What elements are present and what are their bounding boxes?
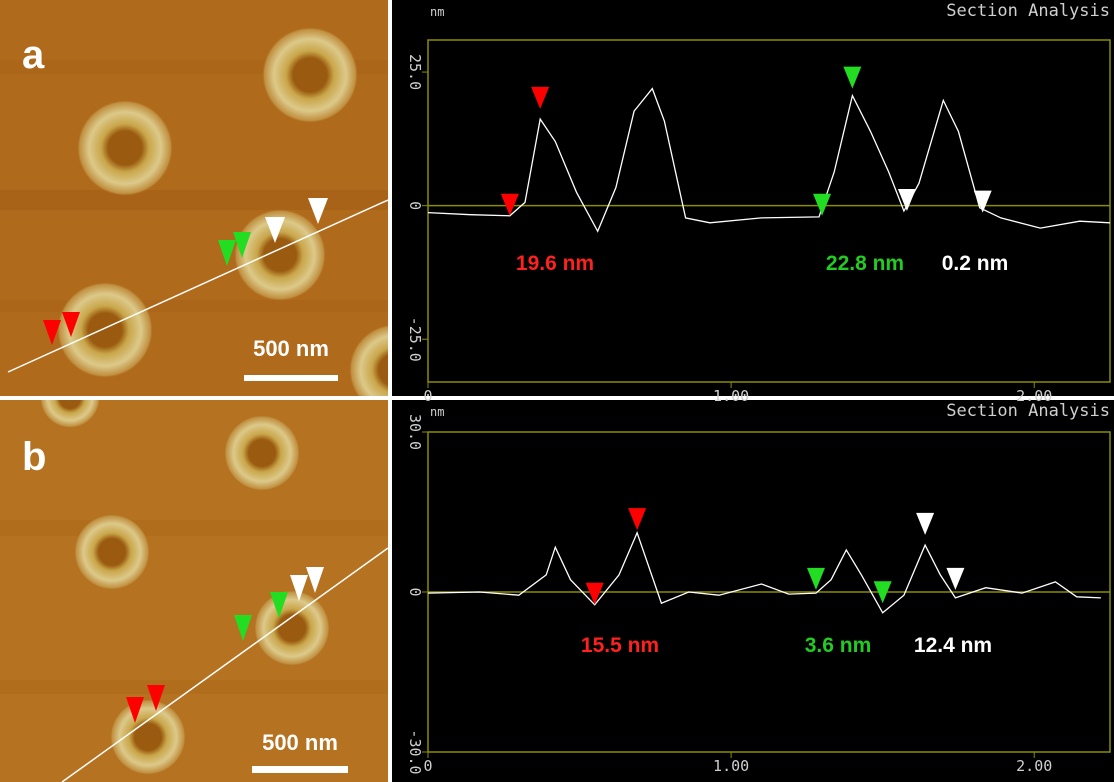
y-tick-label: -30.0 bbox=[406, 729, 424, 774]
annotation: 22.8 nm bbox=[826, 252, 904, 275]
annotation: 3.6 nm bbox=[805, 634, 872, 657]
panel-label: a bbox=[22, 33, 45, 77]
x-tick-label: 1.00 bbox=[713, 387, 749, 405]
y-tick-label: 30.0 bbox=[406, 414, 424, 450]
annotation: 12.4 nm bbox=[914, 634, 992, 657]
annotation: 19.6 nm bbox=[516, 252, 594, 275]
panel-label: b bbox=[22, 435, 46, 479]
x-tick-label: 0 bbox=[423, 387, 432, 405]
afm-image-b bbox=[0, 368, 388, 782]
y-tick-label: 0 bbox=[406, 201, 424, 210]
figure: a 500 nm b 500 nm Section Analysis nm -25.… bbox=[0, 0, 1114, 782]
chart-title: Section Analysis bbox=[946, 401, 1110, 421]
y-tick-label: -25.0 bbox=[406, 317, 424, 362]
annotation: 0.2 nm bbox=[942, 252, 1009, 275]
afm-image-a bbox=[0, 0, 441, 416]
chart-background bbox=[392, 0, 1114, 396]
scale-bar-label: 500 nm bbox=[253, 336, 329, 361]
annotation: 15.5 nm bbox=[581, 634, 659, 657]
y-tick-label: 0 bbox=[406, 587, 424, 596]
y-axis-label: nm bbox=[430, 5, 444, 19]
x-tick-label: 1.00 bbox=[713, 757, 749, 775]
x-tick-label: 0 bbox=[423, 757, 432, 775]
y-axis-label: nm bbox=[430, 405, 444, 419]
x-tick-label: 2.00 bbox=[1016, 757, 1052, 775]
chart-title: Section Analysis bbox=[946, 1, 1110, 21]
y-tick-label: 25.0 bbox=[406, 54, 424, 90]
scale-bar-label: 500 nm bbox=[262, 730, 338, 755]
